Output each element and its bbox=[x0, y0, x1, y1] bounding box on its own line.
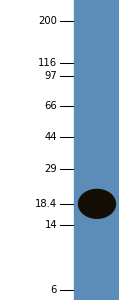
Text: 44: 44 bbox=[45, 132, 57, 142]
Text: 97: 97 bbox=[44, 71, 57, 82]
Text: 14: 14 bbox=[45, 220, 57, 230]
Polygon shape bbox=[79, 190, 115, 218]
Text: 200: 200 bbox=[38, 16, 57, 26]
Text: 29: 29 bbox=[44, 164, 57, 174]
Text: 116: 116 bbox=[38, 58, 57, 68]
Text: 66: 66 bbox=[44, 101, 57, 111]
Text: 18.4: 18.4 bbox=[35, 199, 57, 209]
Text: 6: 6 bbox=[51, 285, 57, 295]
